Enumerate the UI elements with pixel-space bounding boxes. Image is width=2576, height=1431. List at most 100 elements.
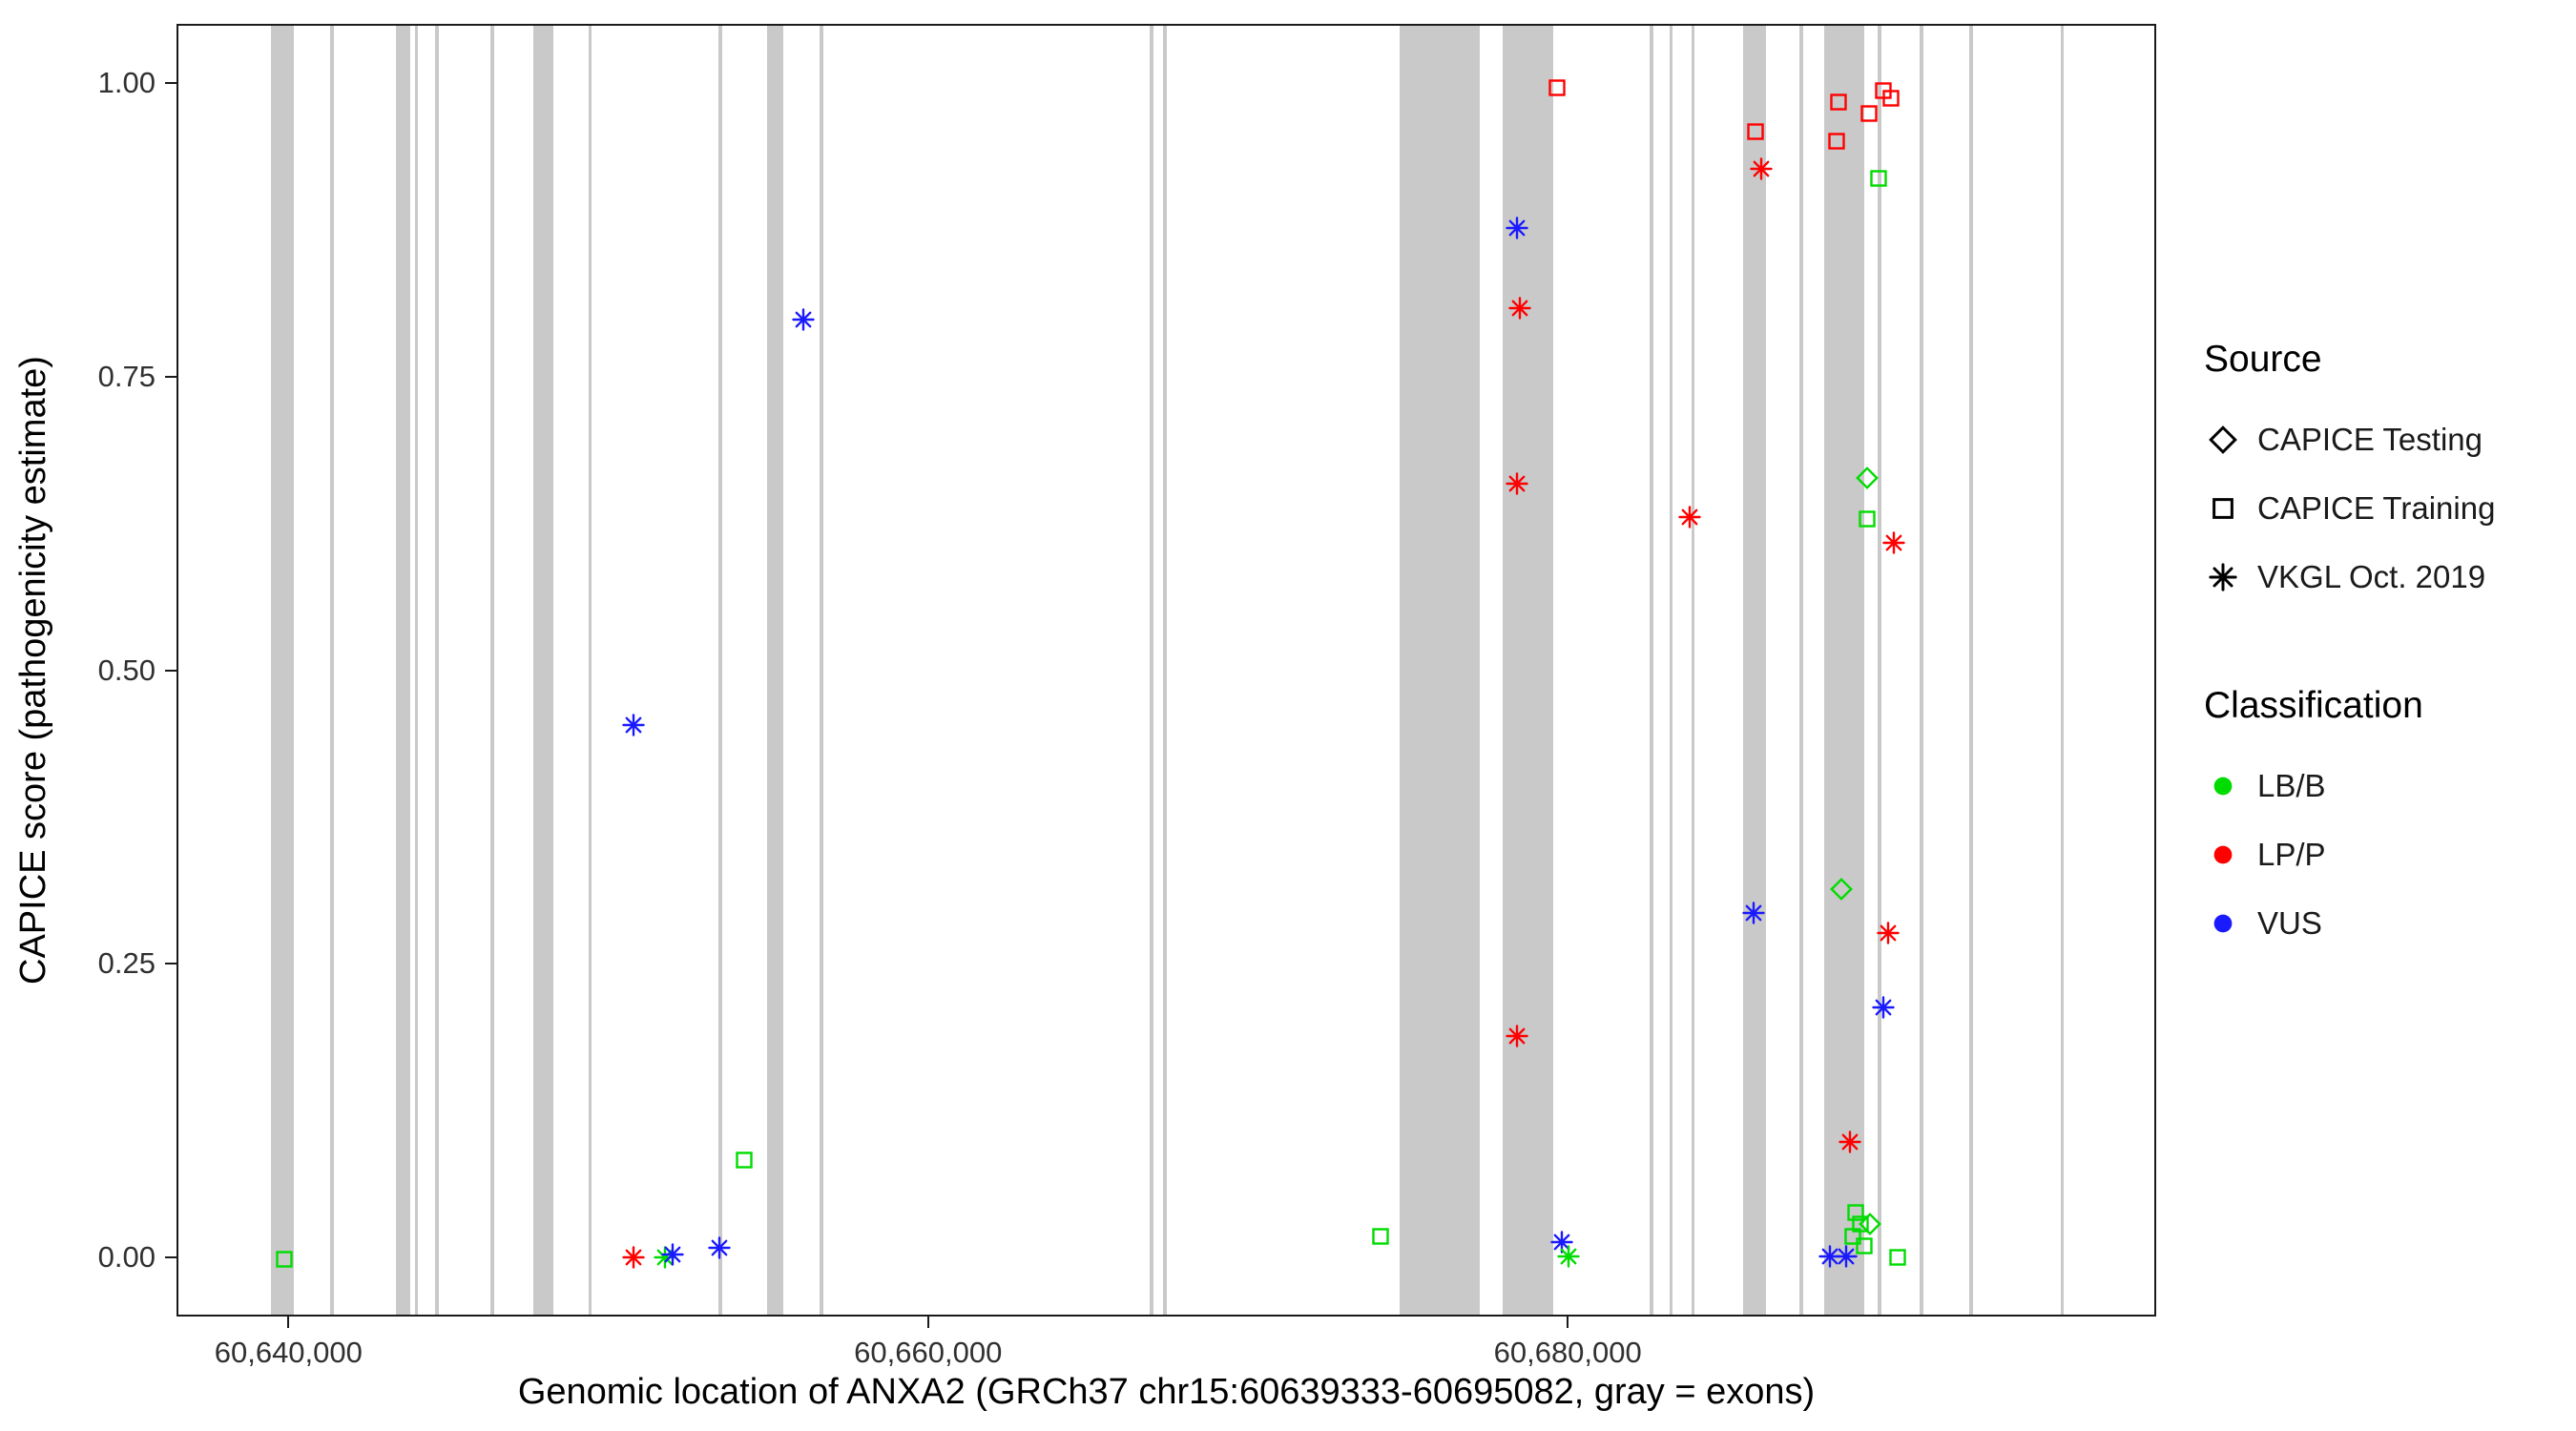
data-point	[1750, 157, 1774, 180]
data-point	[1746, 123, 1764, 140]
data-point	[1855, 1236, 1873, 1255]
data-point	[1882, 90, 1900, 108]
exon-band	[1969, 26, 1973, 1315]
data-point	[1838, 1130, 1861, 1153]
data-point	[1844, 1228, 1861, 1245]
legend-source: Source CAPICE Testing CAPICE Training VK…	[2204, 339, 2495, 612]
exon-band	[1150, 26, 1153, 1315]
data-point	[1847, 1204, 1864, 1221]
y-tick-label: 0.00	[97, 1240, 156, 1275]
diamond-icon	[2204, 425, 2242, 454]
x-tick-label: 60,680,000	[1493, 1336, 1642, 1369]
legend-item-capice-training: CAPICE Training	[2204, 474, 2495, 543]
data-point	[1830, 93, 1847, 111]
data-point	[1889, 1249, 1906, 1266]
exon-band	[395, 26, 411, 1315]
data-point	[1506, 217, 1528, 239]
red-dot-icon	[2204, 840, 2242, 869]
legend-item-label: VKGL Oct. 2019	[2257, 559, 2486, 594]
data-point	[1828, 133, 1845, 150]
data-point	[275, 1251, 293, 1269]
data-point	[622, 1246, 645, 1269]
legend-source-title: Source	[2204, 339, 2322, 380]
data-point	[1859, 510, 1876, 529]
data-point	[1508, 296, 1531, 320]
data-point	[1548, 79, 1566, 96]
exon-band	[435, 26, 439, 1315]
data-point	[622, 714, 645, 736]
x-tick-label: 60,660,000	[854, 1336, 1003, 1369]
legend-item-label: CAPICE Testing	[2257, 422, 2483, 457]
legend-item-lpp: LP/P	[2204, 820, 2423, 889]
exon-band	[1503, 26, 1553, 1315]
data-point	[1556, 1245, 1580, 1268]
data-point	[1830, 878, 1854, 902]
data-point	[1859, 105, 1878, 123]
y-tick-mark	[165, 669, 177, 672]
exon-band	[1824, 26, 1865, 1315]
data-point	[792, 308, 816, 331]
data-point	[1835, 1245, 1858, 1268]
data-point	[1506, 472, 1528, 496]
legend-item-lbb: LB/B	[2204, 752, 2423, 820]
blue-dot-icon	[2204, 909, 2242, 938]
exon-band	[2060, 26, 2065, 1315]
exon-band	[489, 26, 494, 1315]
y-tick-mark	[165, 963, 177, 965]
data-point	[1877, 922, 1900, 944]
x-tick-mark	[287, 1317, 290, 1328]
exon-band	[271, 26, 294, 1315]
exon-band	[1799, 26, 1803, 1315]
asterisk-icon	[2204, 563, 2242, 591]
y-tick-mark	[165, 375, 177, 378]
x-axis-title: Genomic location of ANXA2 (GRCh37 chr15:…	[517, 1372, 1816, 1412]
exon-band	[820, 26, 824, 1315]
y-tick-label: 0.75	[97, 359, 156, 393]
exon-band	[330, 26, 334, 1315]
data-point	[1869, 170, 1887, 187]
x-tick-label: 60,640,000	[214, 1336, 363, 1369]
data-point	[1859, 1213, 1882, 1236]
x-tick-mark	[926, 1317, 929, 1328]
data-point	[1372, 1228, 1390, 1245]
exon-band	[1691, 26, 1695, 1315]
legend-item-label: LP/P	[2257, 837, 2326, 872]
legend-item-label: LB/B	[2257, 768, 2326, 803]
x-tick-mark	[1567, 1317, 1569, 1328]
exon-band	[1919, 26, 1923, 1315]
legend-item-capice-testing: CAPICE Testing	[2204, 405, 2495, 474]
exon-band	[1669, 26, 1673, 1315]
exon-band	[1742, 26, 1767, 1315]
exon-band	[415, 26, 419, 1315]
legend-classification-title: Classification	[2204, 685, 2423, 726]
y-tick-mark	[165, 81, 177, 84]
y-tick-label: 0.50	[97, 653, 156, 687]
exon-band	[717, 26, 722, 1315]
exon-band	[1878, 26, 1882, 1315]
y-tick-label: 0.25	[97, 946, 156, 981]
exon-band	[1163, 26, 1167, 1315]
legend-item-vkgl: VKGL Oct. 2019	[2204, 543, 2495, 612]
green-dot-icon	[2204, 772, 2242, 800]
legend-item-label: CAPICE Training	[2257, 490, 2496, 526]
legend-classification: Classification LB/B LP/P VUS	[2204, 685, 2423, 958]
data-point	[1872, 995, 1895, 1019]
exon-band	[1650, 26, 1653, 1315]
data-point	[1856, 467, 1879, 490]
data-point	[661, 1243, 684, 1267]
y-tick-mark	[165, 1256, 177, 1259]
data-point	[736, 1151, 754, 1169]
data-point	[1742, 902, 1765, 924]
data-point	[1506, 1025, 1528, 1048]
y-tick-label: 1.00	[97, 65, 156, 99]
data-point	[1678, 506, 1701, 529]
data-point	[1882, 531, 1906, 554]
legend-item-vus: VUS	[2204, 889, 2423, 958]
square-icon	[2204, 494, 2242, 523]
plot-panel	[177, 24, 2156, 1317]
exon-band	[533, 26, 554, 1315]
legend-item-label: VUS	[2257, 905, 2322, 941]
exon-band	[588, 26, 592, 1315]
exon-band	[766, 26, 784, 1315]
